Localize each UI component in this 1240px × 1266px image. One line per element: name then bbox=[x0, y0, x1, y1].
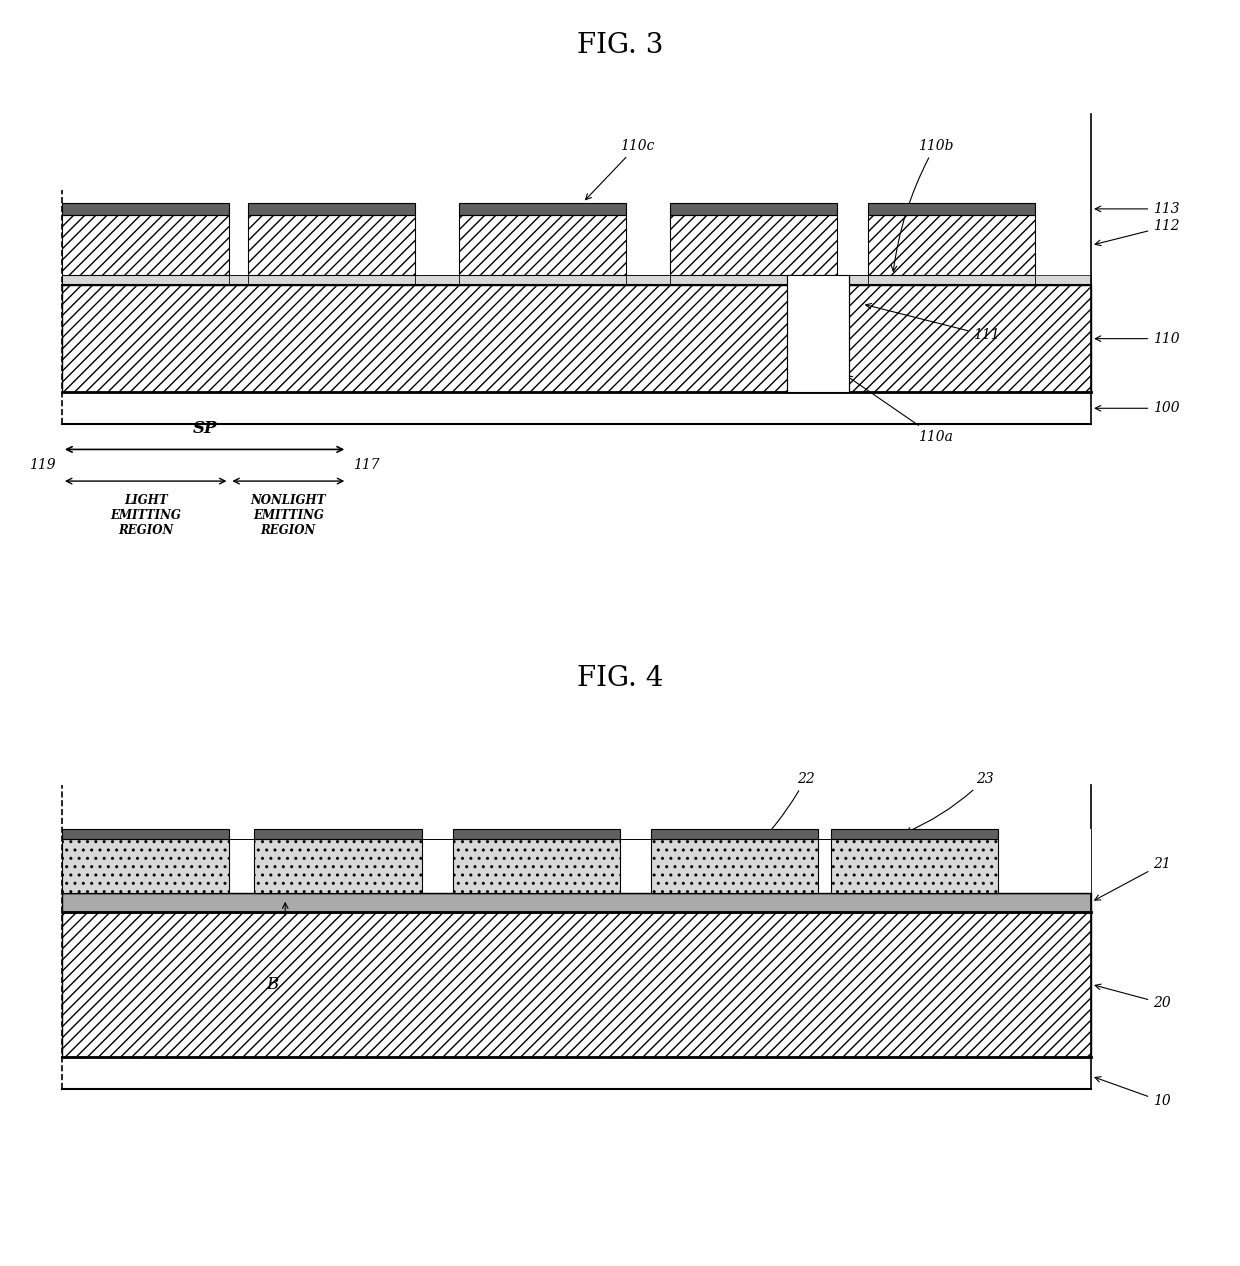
Text: 23: 23 bbox=[905, 771, 994, 833]
Bar bbox=[787, 276, 849, 392]
Bar bbox=[626, 276, 670, 285]
Text: FIG. 4: FIG. 4 bbox=[577, 665, 663, 691]
Bar bbox=[670, 203, 837, 215]
Bar bbox=[62, 285, 1091, 392]
Bar bbox=[818, 838, 831, 893]
Bar bbox=[62, 276, 229, 285]
Bar bbox=[254, 829, 422, 839]
Bar bbox=[229, 871, 254, 893]
Bar bbox=[62, 838, 1091, 893]
Text: 20: 20 bbox=[1095, 984, 1171, 1010]
Text: 112: 112 bbox=[1095, 219, 1179, 246]
Bar bbox=[868, 276, 1035, 285]
Bar bbox=[422, 871, 453, 893]
Text: B: B bbox=[267, 976, 279, 993]
Bar bbox=[620, 871, 651, 893]
Bar bbox=[62, 893, 1091, 912]
Text: 110: 110 bbox=[1095, 332, 1179, 346]
Bar bbox=[651, 838, 818, 893]
Text: 119: 119 bbox=[30, 457, 56, 472]
Bar bbox=[62, 838, 229, 893]
Bar bbox=[831, 829, 998, 839]
Bar bbox=[837, 276, 868, 285]
Bar bbox=[651, 829, 818, 839]
Text: 110b: 110b bbox=[892, 138, 954, 271]
Text: 117: 117 bbox=[353, 457, 379, 472]
Bar bbox=[422, 838, 453, 893]
Bar bbox=[62, 215, 229, 276]
Bar bbox=[248, 276, 415, 285]
Text: 110a: 110a bbox=[847, 376, 952, 444]
Bar bbox=[453, 829, 620, 839]
Text: FIG. 3: FIG. 3 bbox=[577, 32, 663, 58]
Bar bbox=[254, 838, 422, 893]
Bar bbox=[1035, 276, 1091, 285]
Bar bbox=[459, 203, 626, 215]
Bar bbox=[453, 838, 620, 893]
Text: 22: 22 bbox=[738, 771, 815, 863]
Text: LIGHT
EMITTING
REGION: LIGHT EMITTING REGION bbox=[110, 494, 181, 537]
Text: NONLIGHT
EMITTING
REGION: NONLIGHT EMITTING REGION bbox=[250, 494, 326, 537]
Bar bbox=[229, 838, 254, 893]
Bar bbox=[868, 203, 1035, 215]
Bar bbox=[415, 276, 459, 285]
Bar bbox=[818, 871, 831, 893]
Bar bbox=[248, 203, 415, 215]
Bar bbox=[620, 838, 651, 893]
Bar bbox=[670, 215, 837, 276]
Bar bbox=[670, 276, 837, 285]
Text: SP: SP bbox=[192, 420, 217, 437]
Text: 21: 21 bbox=[1095, 857, 1171, 900]
Bar bbox=[248, 215, 415, 276]
Bar bbox=[459, 276, 626, 285]
Bar bbox=[998, 829, 1091, 893]
Text: 100: 100 bbox=[1095, 401, 1179, 415]
Text: 111: 111 bbox=[866, 304, 999, 343]
Bar bbox=[868, 215, 1035, 276]
Bar bbox=[229, 276, 248, 285]
Text: 10: 10 bbox=[1095, 1076, 1171, 1109]
Text: 113: 113 bbox=[1095, 201, 1179, 216]
Text: 110c: 110c bbox=[585, 138, 655, 200]
Bar bbox=[459, 215, 626, 276]
Bar bbox=[62, 912, 1091, 1057]
Bar bbox=[62, 203, 229, 215]
Bar bbox=[831, 838, 998, 893]
Bar bbox=[62, 829, 229, 839]
